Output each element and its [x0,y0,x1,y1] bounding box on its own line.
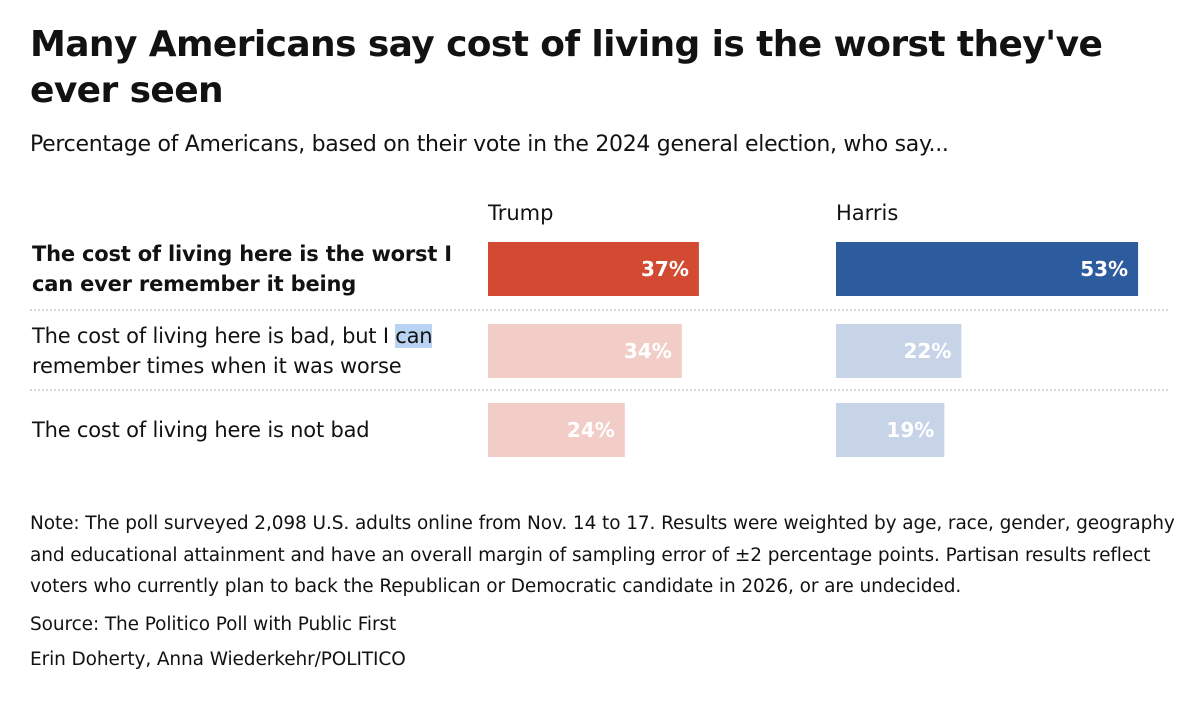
row-label-bad-but-worse: The cost of living here is bad, but I ca… [32,321,477,381]
column-header-harris: Harris [836,201,898,225]
bar-harris-row1 [836,242,1139,296]
bar-value-label-trump-row2: 34% [624,339,672,363]
row-label-text-part1: The cost of living here is bad, but I [32,324,396,348]
bar-harris-row2 [836,324,962,378]
chart-notes: Note: The poll surveyed 2,098 U.S. adult… [30,508,1180,676]
bar-trump-row1 [488,242,699,296]
source-text: Source: The Politico Poll with Public Fi… [30,613,397,635]
bar-chart: Trump 37% 34% 24% Harris 53% 22% 19% [30,201,1168,457]
credit-text: Erin Doherty, Anna Wiederkehr/POLITICO [30,649,406,670]
chart-title: Many Americans say cost of living is the… [30,24,1103,111]
bar-value-label-harris-row1: 53% [1080,257,1128,281]
row-label-not-bad: The cost of living here is not bad [32,418,370,442]
text-selection-highlight: can [395,324,433,348]
row-label-worst: The cost of living here is the worst I c… [32,242,452,296]
chart-subtitle: Percentage of Americans, based on their … [30,132,949,157]
bar-value-label-harris-row3: 19% [886,418,934,442]
bar-value-label-trump-row3: 24% [567,418,615,442]
bar-value-label-harris-row2: 22% [904,339,952,363]
row-label-text-part2: remember times when it was worse [32,354,402,378]
column-header-trump: Trump [487,201,553,225]
bar-trump-row3 [488,403,625,457]
bar-trump-row2 [488,324,682,378]
bar-harris-row3 [836,403,945,457]
note-text: Note: The poll surveyed 2,098 U.S. adult… [30,513,1175,597]
bar-value-label-trump-row1: 37% [641,257,689,281]
